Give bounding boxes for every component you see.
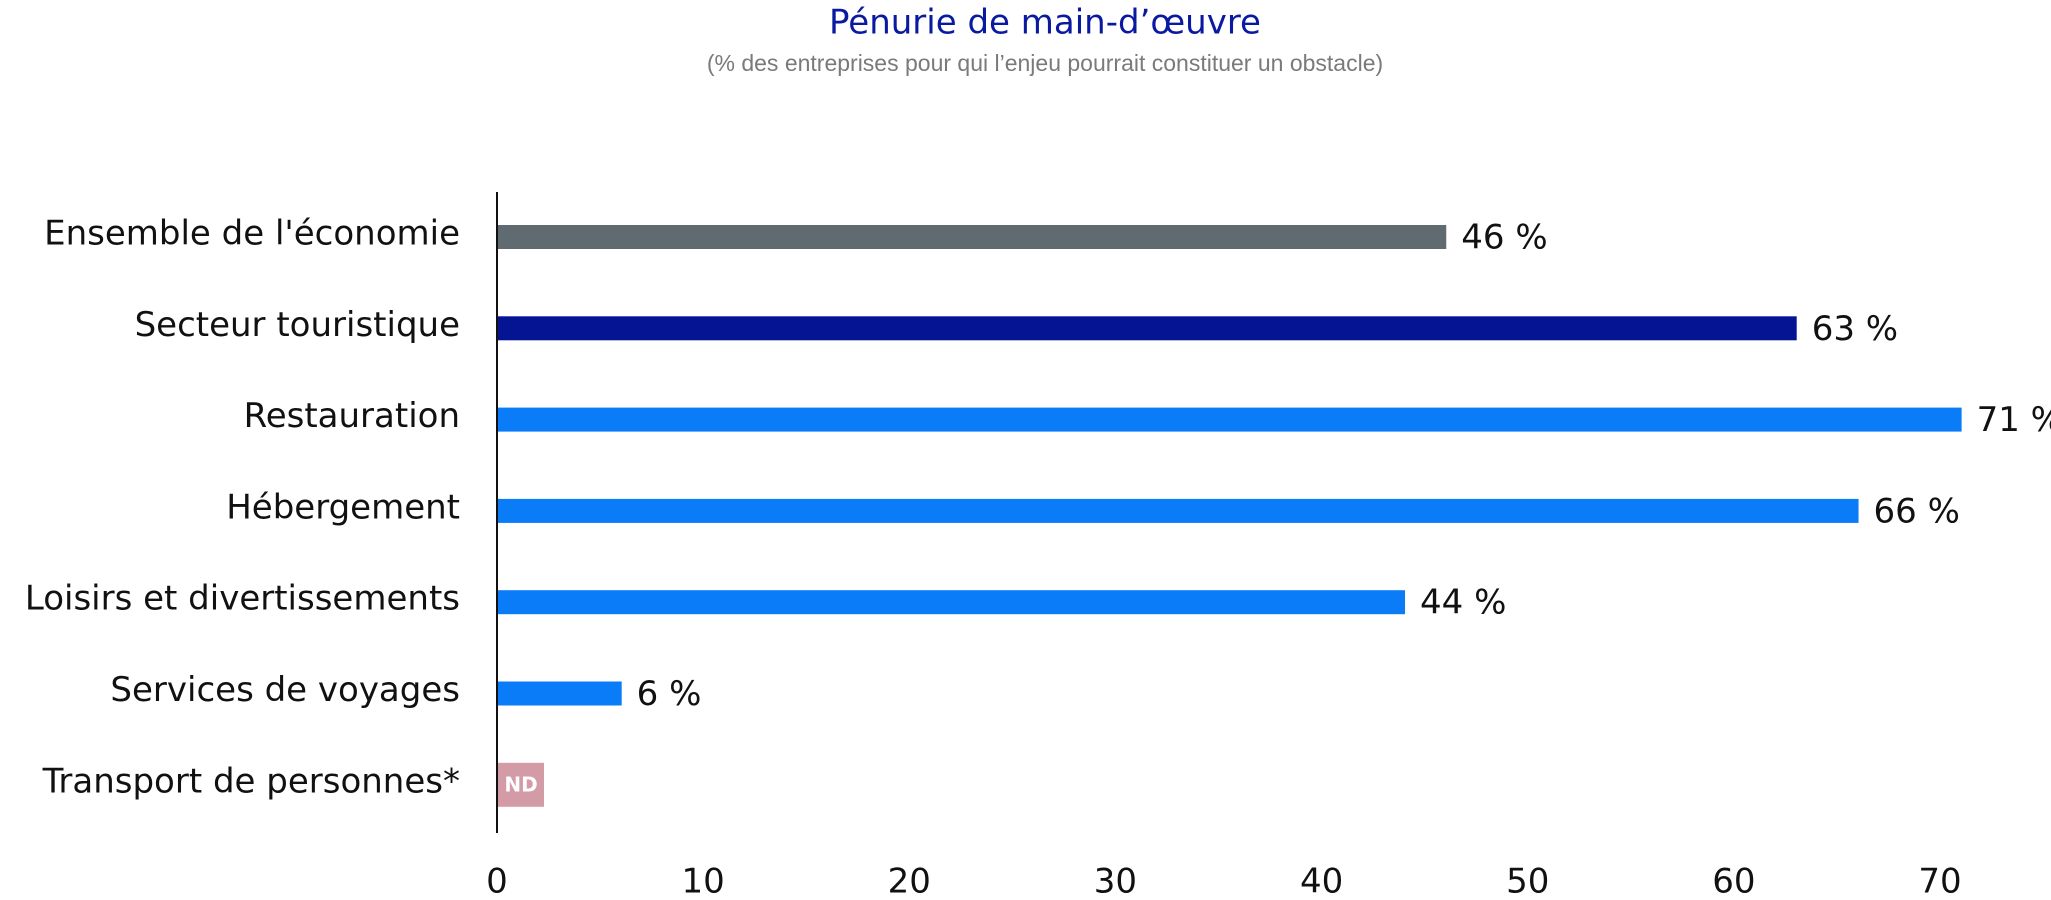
value-label: 6 % (637, 674, 702, 714)
category-label: Secteur touristique (135, 305, 460, 345)
bar (498, 681, 622, 706)
value-label: 63 % (1812, 309, 1898, 349)
x-tick-label: 50 (1506, 862, 1549, 900)
category-label: Loisirs et divertissements (25, 579, 460, 619)
chart-title: Pénurie de main-d’œuvre (829, 3, 1261, 43)
x-tick-label: 20 (888, 862, 931, 900)
value-label: 66 % (1874, 491, 1960, 531)
value-label: 46 % (1461, 218, 1547, 258)
category-label: Restauration (244, 396, 460, 436)
category-label: Hébergement (226, 487, 460, 527)
value-label: 44 % (1420, 583, 1506, 623)
x-tick-label: 10 (682, 862, 725, 900)
nd-label: ND (504, 772, 537, 796)
category-label: Ensemble de l'économie (44, 214, 460, 254)
x-tick-label: 60 (1712, 862, 1755, 900)
category-label: Services de voyages (110, 670, 460, 710)
x-tick-label: 70 (1918, 862, 1961, 900)
nd-box (498, 762, 544, 807)
x-tick-label: 30 (1094, 862, 1137, 900)
bar (498, 407, 1962, 432)
chart-subtitle: (% des entreprises pour qui l’enjeu pour… (707, 50, 1383, 76)
bar (498, 225, 1447, 249)
x-tick-label: 0 (486, 862, 508, 900)
bar (498, 498, 1859, 523)
category-label: Transport de personnes* (42, 761, 460, 801)
bar (498, 590, 1406, 615)
x-tick-label: 40 (1300, 862, 1343, 900)
bar (498, 316, 1797, 341)
value-label: 71 % (1977, 400, 2051, 440)
